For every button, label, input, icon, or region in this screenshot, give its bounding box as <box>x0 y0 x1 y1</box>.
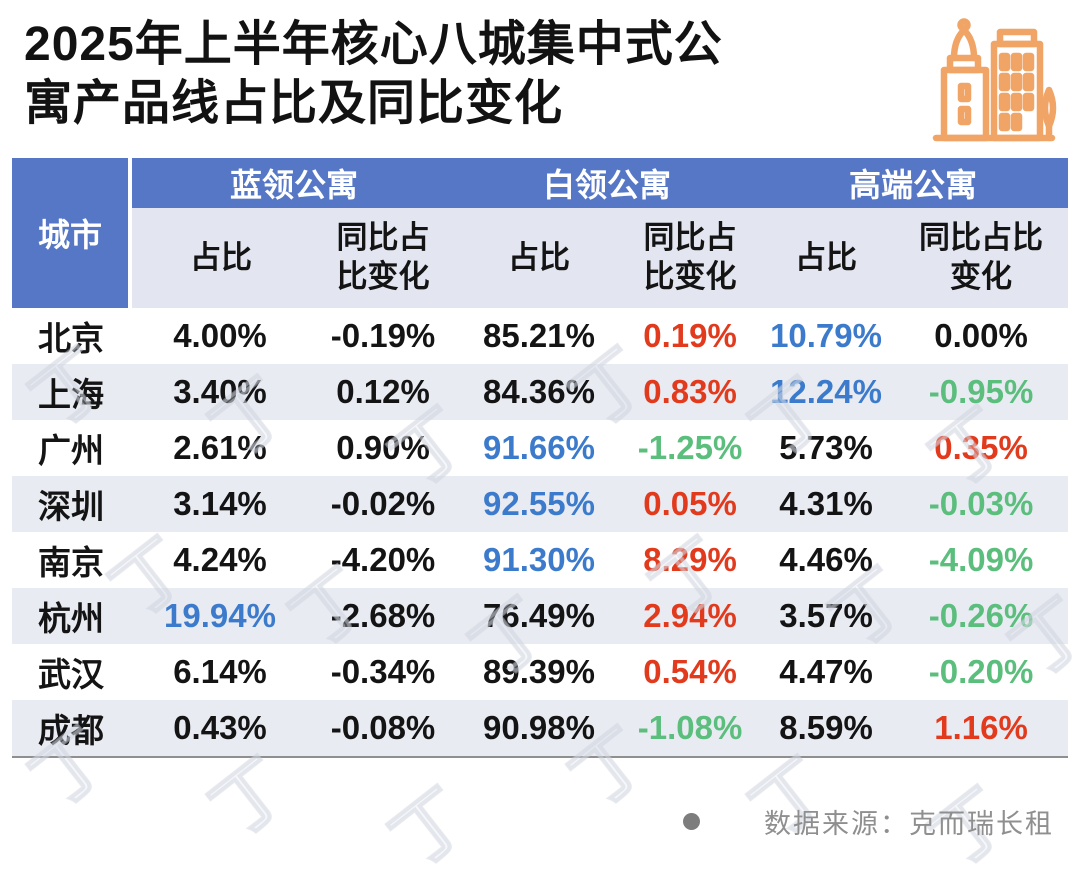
value-cell: 0.35% <box>934 429 1028 466</box>
value-cell: 5.73% <box>779 429 873 466</box>
value-cell: 0.90% <box>336 429 430 466</box>
value-cell: -1.08% <box>637 709 743 746</box>
value-cell: -0.02% <box>330 485 436 522</box>
value-cell: 0.54% <box>643 653 737 690</box>
value-cell: -4.20% <box>330 541 436 578</box>
value-cell: 2.61% <box>173 429 267 466</box>
data-source-label: 数据来源：克而瑞长租 <box>764 809 1054 839</box>
city-cell: 武汉 <box>38 656 104 693</box>
city-cell: 深圳 <box>38 488 104 525</box>
value-cell: 0.00% <box>934 317 1028 354</box>
value-cell: 4.24% <box>173 541 267 578</box>
subheader-share: 占比 <box>456 208 623 308</box>
value-cell: 1.16% <box>934 709 1028 746</box>
header: 2025年上半年核心八城集中式公 寓产品线占比及同比变化 <box>0 0 1080 158</box>
footer-bullet-icon <box>683 813 700 830</box>
table-row: 广州 2.61% 0.90% 91.66% -1.25% 5.73% 0.35% <box>12 420 1068 476</box>
city-cell: 杭州 <box>38 600 104 637</box>
value-cell: 91.66% <box>483 429 595 466</box>
value-cell: 10.79% <box>770 317 882 354</box>
subheader-yoy-change: 同比占比变化 <box>310 208 457 308</box>
city-cell: 成都 <box>38 712 104 749</box>
footer: 数据来源：克而瑞长租 <box>683 802 1054 841</box>
value-cell: -4.09% <box>928 541 1034 578</box>
value-cell: -0.19% <box>330 317 436 354</box>
value-cell: -0.95% <box>928 373 1034 410</box>
value-cell: 0.19% <box>643 317 737 354</box>
value-cell: -1.25% <box>637 429 743 466</box>
subheader-yoy-change: 同比占比变化 <box>622 208 759 308</box>
value-cell: -0.20% <box>928 653 1034 690</box>
value-cell: -0.26% <box>928 597 1034 634</box>
table-row: 武汉 6.14% -0.34% 89.39% 0.54% 4.47% -0.20% <box>12 644 1068 700</box>
subheader-share: 占比 <box>130 208 310 308</box>
group-header-high-end: 高端公寓 <box>758 158 1069 208</box>
subheader-share: 占比 <box>758 208 895 308</box>
value-cell: 4.47% <box>779 653 873 690</box>
table-body: 北京 4.00% -0.19% 85.21% 0.19% 10.79% 0.00% 上海 3.4… <box>12 308 1069 756</box>
value-cell: 84.36% <box>483 373 595 410</box>
group-header-blue-collar: 蓝领公寓 <box>130 158 457 208</box>
table-row: 深圳 3.14% -0.02% 92.55% 0.05% 4.31% -0.03% <box>12 476 1069 532</box>
value-cell: 0.43% <box>173 709 267 746</box>
value-cell: 6.14% <box>173 653 267 690</box>
value-cell: 0.05% <box>643 485 737 522</box>
value-cell: 92.55% <box>483 485 595 522</box>
value-cell: 89.39% <box>483 653 595 690</box>
corner-header-city: 城市 <box>12 158 132 308</box>
table-row: 杭州 19.94% -2.68% 76.49% 2.94% 3.57% -0.26% <box>12 588 1069 644</box>
data-table: 城市 蓝领公寓 白领公寓 高端公寓 占比 同比占比变化 占比 同比占比变化 占比… <box>12 158 1069 756</box>
value-cell: 90.98% <box>483 709 595 746</box>
value-cell: 91.30% <box>483 541 595 578</box>
value-cell: -0.03% <box>928 485 1034 522</box>
value-cell: 76.49% <box>483 597 595 634</box>
table-row: 上海 3.40% 0.12% 84.36% 0.83% 12.24% -0.95% <box>12 364 1069 420</box>
value-cell: 8.59% <box>779 709 873 746</box>
value-cell: 3.40% <box>173 373 267 410</box>
value-cell: -0.08% <box>330 709 436 746</box>
value-cell: 3.57% <box>779 597 873 634</box>
value-cell: 85.21% <box>483 317 595 354</box>
data-table-wrap: 城市 蓝领公寓 白领公寓 高端公寓 占比 同比占比变化 占比 同比占比变化 占比… <box>12 158 1069 758</box>
value-cell: 3.14% <box>173 485 267 522</box>
table-row: 北京 4.00% -0.19% 85.21% 0.19% 10.79% 0.00% <box>12 308 1068 364</box>
value-cell: 12.24% <box>770 373 882 410</box>
subheader-yoy-change: 同比占比变化 <box>894 208 1069 308</box>
value-cell: 0.12% <box>336 373 430 410</box>
value-cell: 19.94% <box>164 597 276 634</box>
value-cell: 8.29% <box>643 541 737 578</box>
city-buildings-icon <box>928 14 1062 159</box>
value-cell: -0.34% <box>330 653 436 690</box>
value-cell: 4.31% <box>779 485 873 522</box>
city-cell: 北京 <box>38 320 104 357</box>
value-cell: 4.46% <box>779 541 873 578</box>
value-cell: 2.94% <box>643 597 737 634</box>
value-cell: 0.83% <box>643 373 737 410</box>
value-cell: 4.00% <box>173 317 267 354</box>
city-cell: 广州 <box>38 432 104 469</box>
watermark-glyph: 丁 <box>377 774 485 875</box>
group-header-white-collar: 白领公寓 <box>456 158 759 208</box>
city-cell: 上海 <box>38 376 104 413</box>
value-cell: -2.68% <box>330 597 436 634</box>
table-row: 南京 4.24% -4.20% 91.30% 8.29% 4.46% -4.09% <box>12 532 1068 588</box>
city-cell: 南京 <box>38 544 104 581</box>
table-row: 成都 0.43% -0.08% 90.98% -1.08% 8.59% 1.16% <box>12 700 1069 756</box>
page-title: 2025年上半年核心八城集中式公 寓产品线占比及同比变化 <box>24 18 723 130</box>
